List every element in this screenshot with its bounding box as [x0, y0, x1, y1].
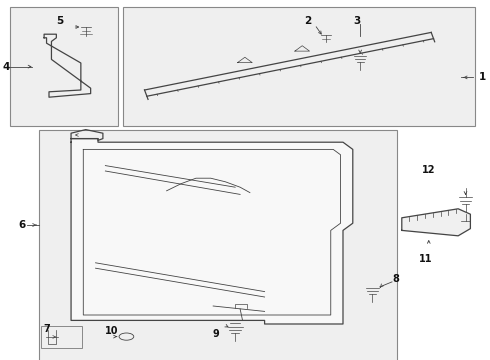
Text: 12: 12	[422, 165, 436, 175]
Polygon shape	[71, 139, 353, 324]
Bar	[39, 130, 397, 360]
Bar	[122, 7, 475, 126]
Bar	[10, 7, 118, 126]
Text: 2: 2	[304, 16, 311, 26]
Text: 10: 10	[105, 326, 119, 336]
Text: 4: 4	[2, 62, 10, 72]
Text: 11: 11	[418, 254, 432, 264]
Polygon shape	[402, 209, 470, 236]
Text: 1: 1	[479, 72, 487, 82]
Text: 7: 7	[43, 324, 50, 334]
Text: 6: 6	[19, 220, 26, 230]
Text: 3: 3	[353, 16, 360, 26]
Bar	[41, 326, 82, 348]
Text: 9: 9	[213, 329, 220, 339]
Text: 5: 5	[56, 16, 64, 26]
Text: 8: 8	[392, 274, 399, 284]
